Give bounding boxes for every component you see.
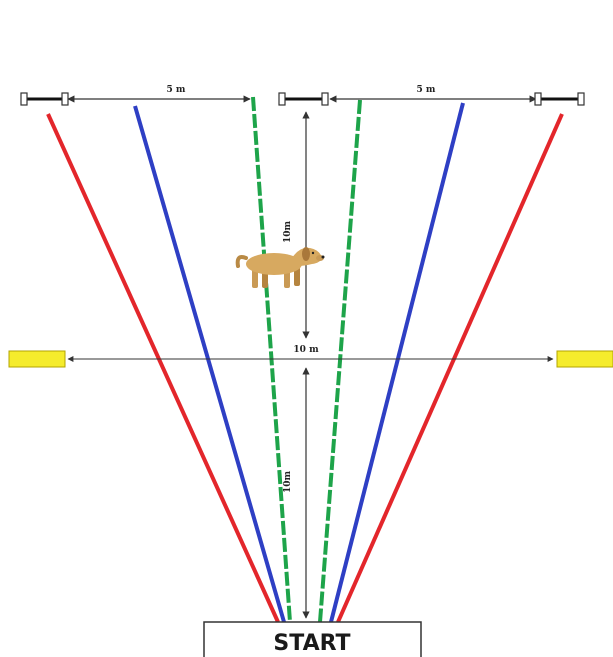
blue-line-right bbox=[329, 102, 465, 623]
middle-width-label: 10 m bbox=[293, 345, 319, 355]
dog-icon bbox=[235, 247, 325, 288]
green-line-right bbox=[318, 99, 362, 623]
yellow-marker-right bbox=[556, 350, 613, 368]
top-center-barrier bbox=[278, 92, 329, 106]
top-left-barrier bbox=[20, 92, 69, 106]
yellow-marker-left bbox=[8, 350, 66, 368]
red-line-right bbox=[336, 113, 564, 623]
top-right-width-label: 5 m bbox=[417, 85, 436, 95]
lower-distance-label: 10m bbox=[283, 471, 293, 494]
red-line-left bbox=[46, 113, 280, 623]
upper-distance-label: 10m bbox=[283, 221, 293, 244]
top-left-width-label: 5 m bbox=[167, 85, 186, 95]
start-box bbox=[203, 621, 422, 657]
blue-line-left bbox=[133, 105, 286, 623]
top-right-barrier bbox=[534, 92, 585, 106]
start-label: START bbox=[273, 631, 350, 656]
